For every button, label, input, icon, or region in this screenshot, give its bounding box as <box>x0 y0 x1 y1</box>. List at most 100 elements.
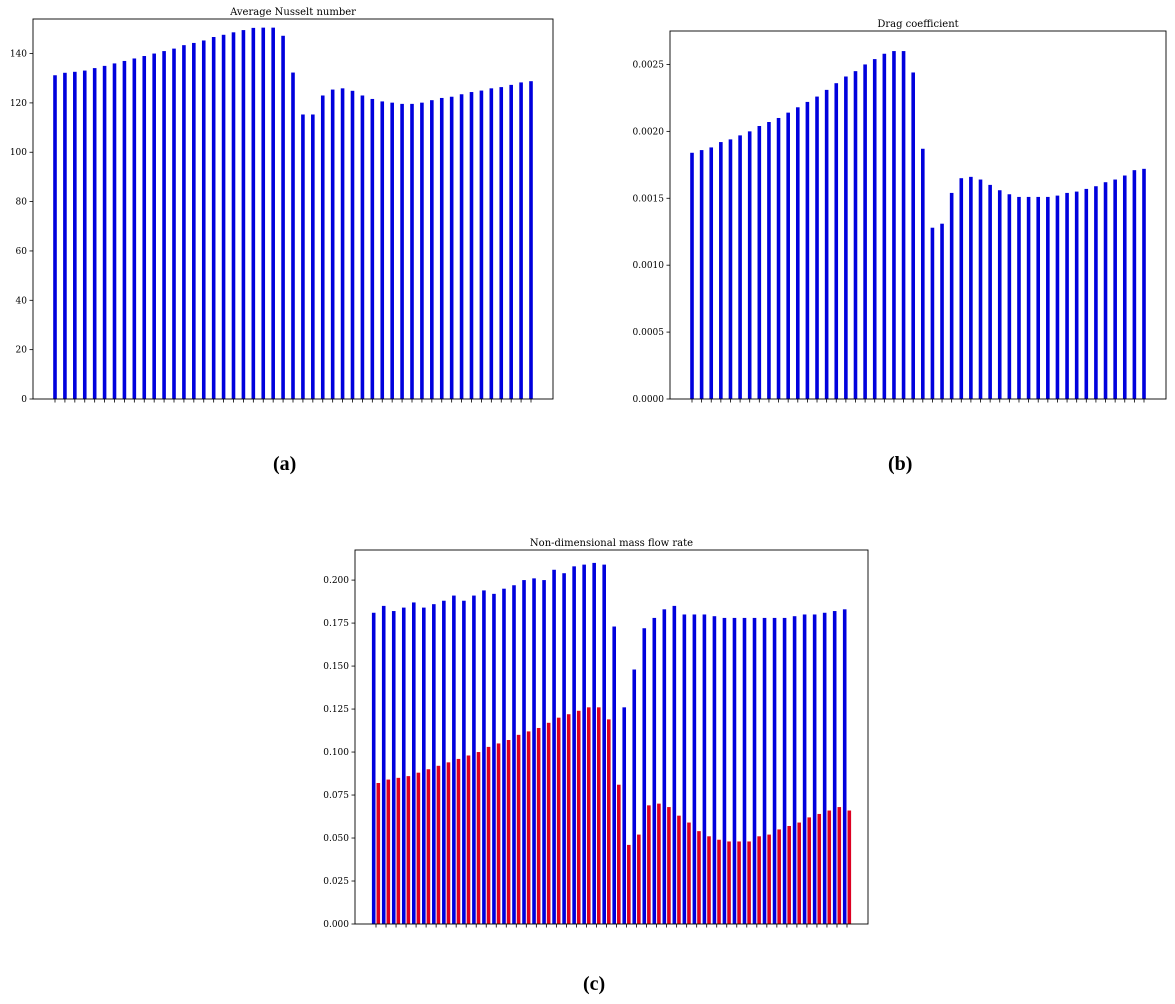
bar-blue-3 <box>719 142 723 399</box>
bar-red-23 <box>606 719 611 924</box>
bar-blue-6 <box>747 131 752 400</box>
axes-frame <box>32 18 554 400</box>
bar-blue-11 <box>162 51 166 399</box>
bar-blue-9 <box>776 117 781 399</box>
bar-blue-5 <box>102 65 107 399</box>
bar-blue-20 <box>572 566 576 924</box>
bar-blue-42 <box>469 92 474 399</box>
bar-blue-27 <box>320 95 325 400</box>
bar-blue-30 <box>672 605 677 924</box>
bar-red-29 <box>667 807 671 924</box>
bar-red-9 <box>466 755 471 924</box>
bar-red-34 <box>717 839 721 924</box>
y-tick-label: 0 <box>21 395 27 405</box>
bar-blue-35 <box>1026 196 1031 399</box>
bar-blue-19 <box>872 59 877 399</box>
bar-red-40 <box>777 829 781 924</box>
panel-label-b: (b) <box>888 453 913 475</box>
bar-blue-22 <box>901 51 906 399</box>
chart-title: Drag coefficient <box>877 19 958 30</box>
bar-blue-22 <box>271 27 275 399</box>
bar-blue-47 <box>519 82 523 400</box>
bar-blue-34 <box>712 616 717 924</box>
bar-blue-37 <box>420 102 424 400</box>
bar-blue-12 <box>805 101 810 400</box>
bar-blue-17 <box>221 34 226 399</box>
bar-blue-5 <box>738 135 742 399</box>
bar-blue-20 <box>882 53 887 399</box>
bar-red-41 <box>787 825 791 924</box>
bar-blue-4 <box>92 68 97 399</box>
bar-blue-8 <box>132 58 137 399</box>
bar-red-21 <box>586 707 591 924</box>
bar-blue-42 <box>792 616 797 924</box>
bar-blue-38 <box>430 100 434 400</box>
bar-blue-5 <box>422 607 426 924</box>
y-tick-label: 20 <box>16 346 28 356</box>
bar-red-19 <box>566 714 571 924</box>
bar-red-3 <box>406 776 411 924</box>
y-tick-label: 0.075 <box>323 791 349 801</box>
bar-blue-1 <box>381 605 386 924</box>
y-tick-label: 0.125 <box>323 705 349 715</box>
bar-red-16 <box>536 727 541 924</box>
bar-blue-32 <box>997 190 1002 399</box>
bar-blue-16 <box>844 76 848 399</box>
panel-label-c: (c) <box>583 973 606 995</box>
y-tick-label: 40 <box>16 296 28 306</box>
y-tick-label: 0.0025 <box>633 60 665 70</box>
bar-red-12 <box>496 743 501 924</box>
bar-red-27 <box>647 805 651 924</box>
bar-blue-3 <box>82 70 87 399</box>
bar-blue-29 <box>340 88 345 399</box>
bar-blue-8 <box>452 595 456 924</box>
bar-red-26 <box>637 834 641 924</box>
bar-red-10 <box>476 752 481 924</box>
bar-blue-19 <box>241 30 246 399</box>
bar-blue-20 <box>251 27 256 399</box>
bar-red-25 <box>627 844 631 924</box>
bar-blue-27 <box>642 628 647 924</box>
bar-red-38 <box>757 836 761 924</box>
bar-blue-24 <box>921 148 925 399</box>
bar-blue-35 <box>722 617 727 924</box>
bar-blue-1 <box>63 72 67 399</box>
y-tick-label: 0.100 <box>323 748 349 758</box>
bar-blue-13 <box>815 96 819 399</box>
bar-red-7 <box>446 762 451 924</box>
bar-red-14 <box>516 734 521 924</box>
bar-blue-33 <box>380 101 385 400</box>
bar-blue-14 <box>192 42 196 399</box>
y-tick-label: 60 <box>16 247 28 257</box>
bar-blue-11 <box>795 107 800 399</box>
bar-blue-24 <box>291 72 295 400</box>
bar-blue-23 <box>602 564 606 924</box>
bar-blue-39 <box>1065 192 1069 399</box>
bar-blue-23 <box>911 72 915 399</box>
bar-blue-2 <box>391 611 396 924</box>
bar-blue-45 <box>1122 175 1127 399</box>
bar-blue-39 <box>762 617 767 924</box>
bar-blue-34 <box>1017 196 1021 399</box>
bar-blue-48 <box>529 81 533 400</box>
bar-blue-46 <box>1132 170 1137 399</box>
bar-blue-30 <box>350 90 355 399</box>
bar-blue-17 <box>853 71 858 400</box>
bar-red-43 <box>807 817 812 924</box>
y-tick-label: 0.0015 <box>633 194 665 204</box>
bar-blue-36 <box>1036 196 1041 399</box>
bar-red-11 <box>486 746 491 924</box>
bar-red-28 <box>657 803 661 924</box>
bar-blue-36 <box>410 103 414 399</box>
bar-red-42 <box>797 822 801 924</box>
bar-blue-33 <box>1007 194 1012 399</box>
bar-blue-9 <box>462 600 466 924</box>
bar-blue-40 <box>772 617 777 924</box>
bar-red-2 <box>396 777 401 924</box>
bar-blue-28 <box>652 617 657 924</box>
bar-blue-0 <box>53 75 57 399</box>
bar-red-47 <box>847 810 852 924</box>
bar-blue-40 <box>1074 191 1079 399</box>
bar-blue-47 <box>1142 168 1146 399</box>
